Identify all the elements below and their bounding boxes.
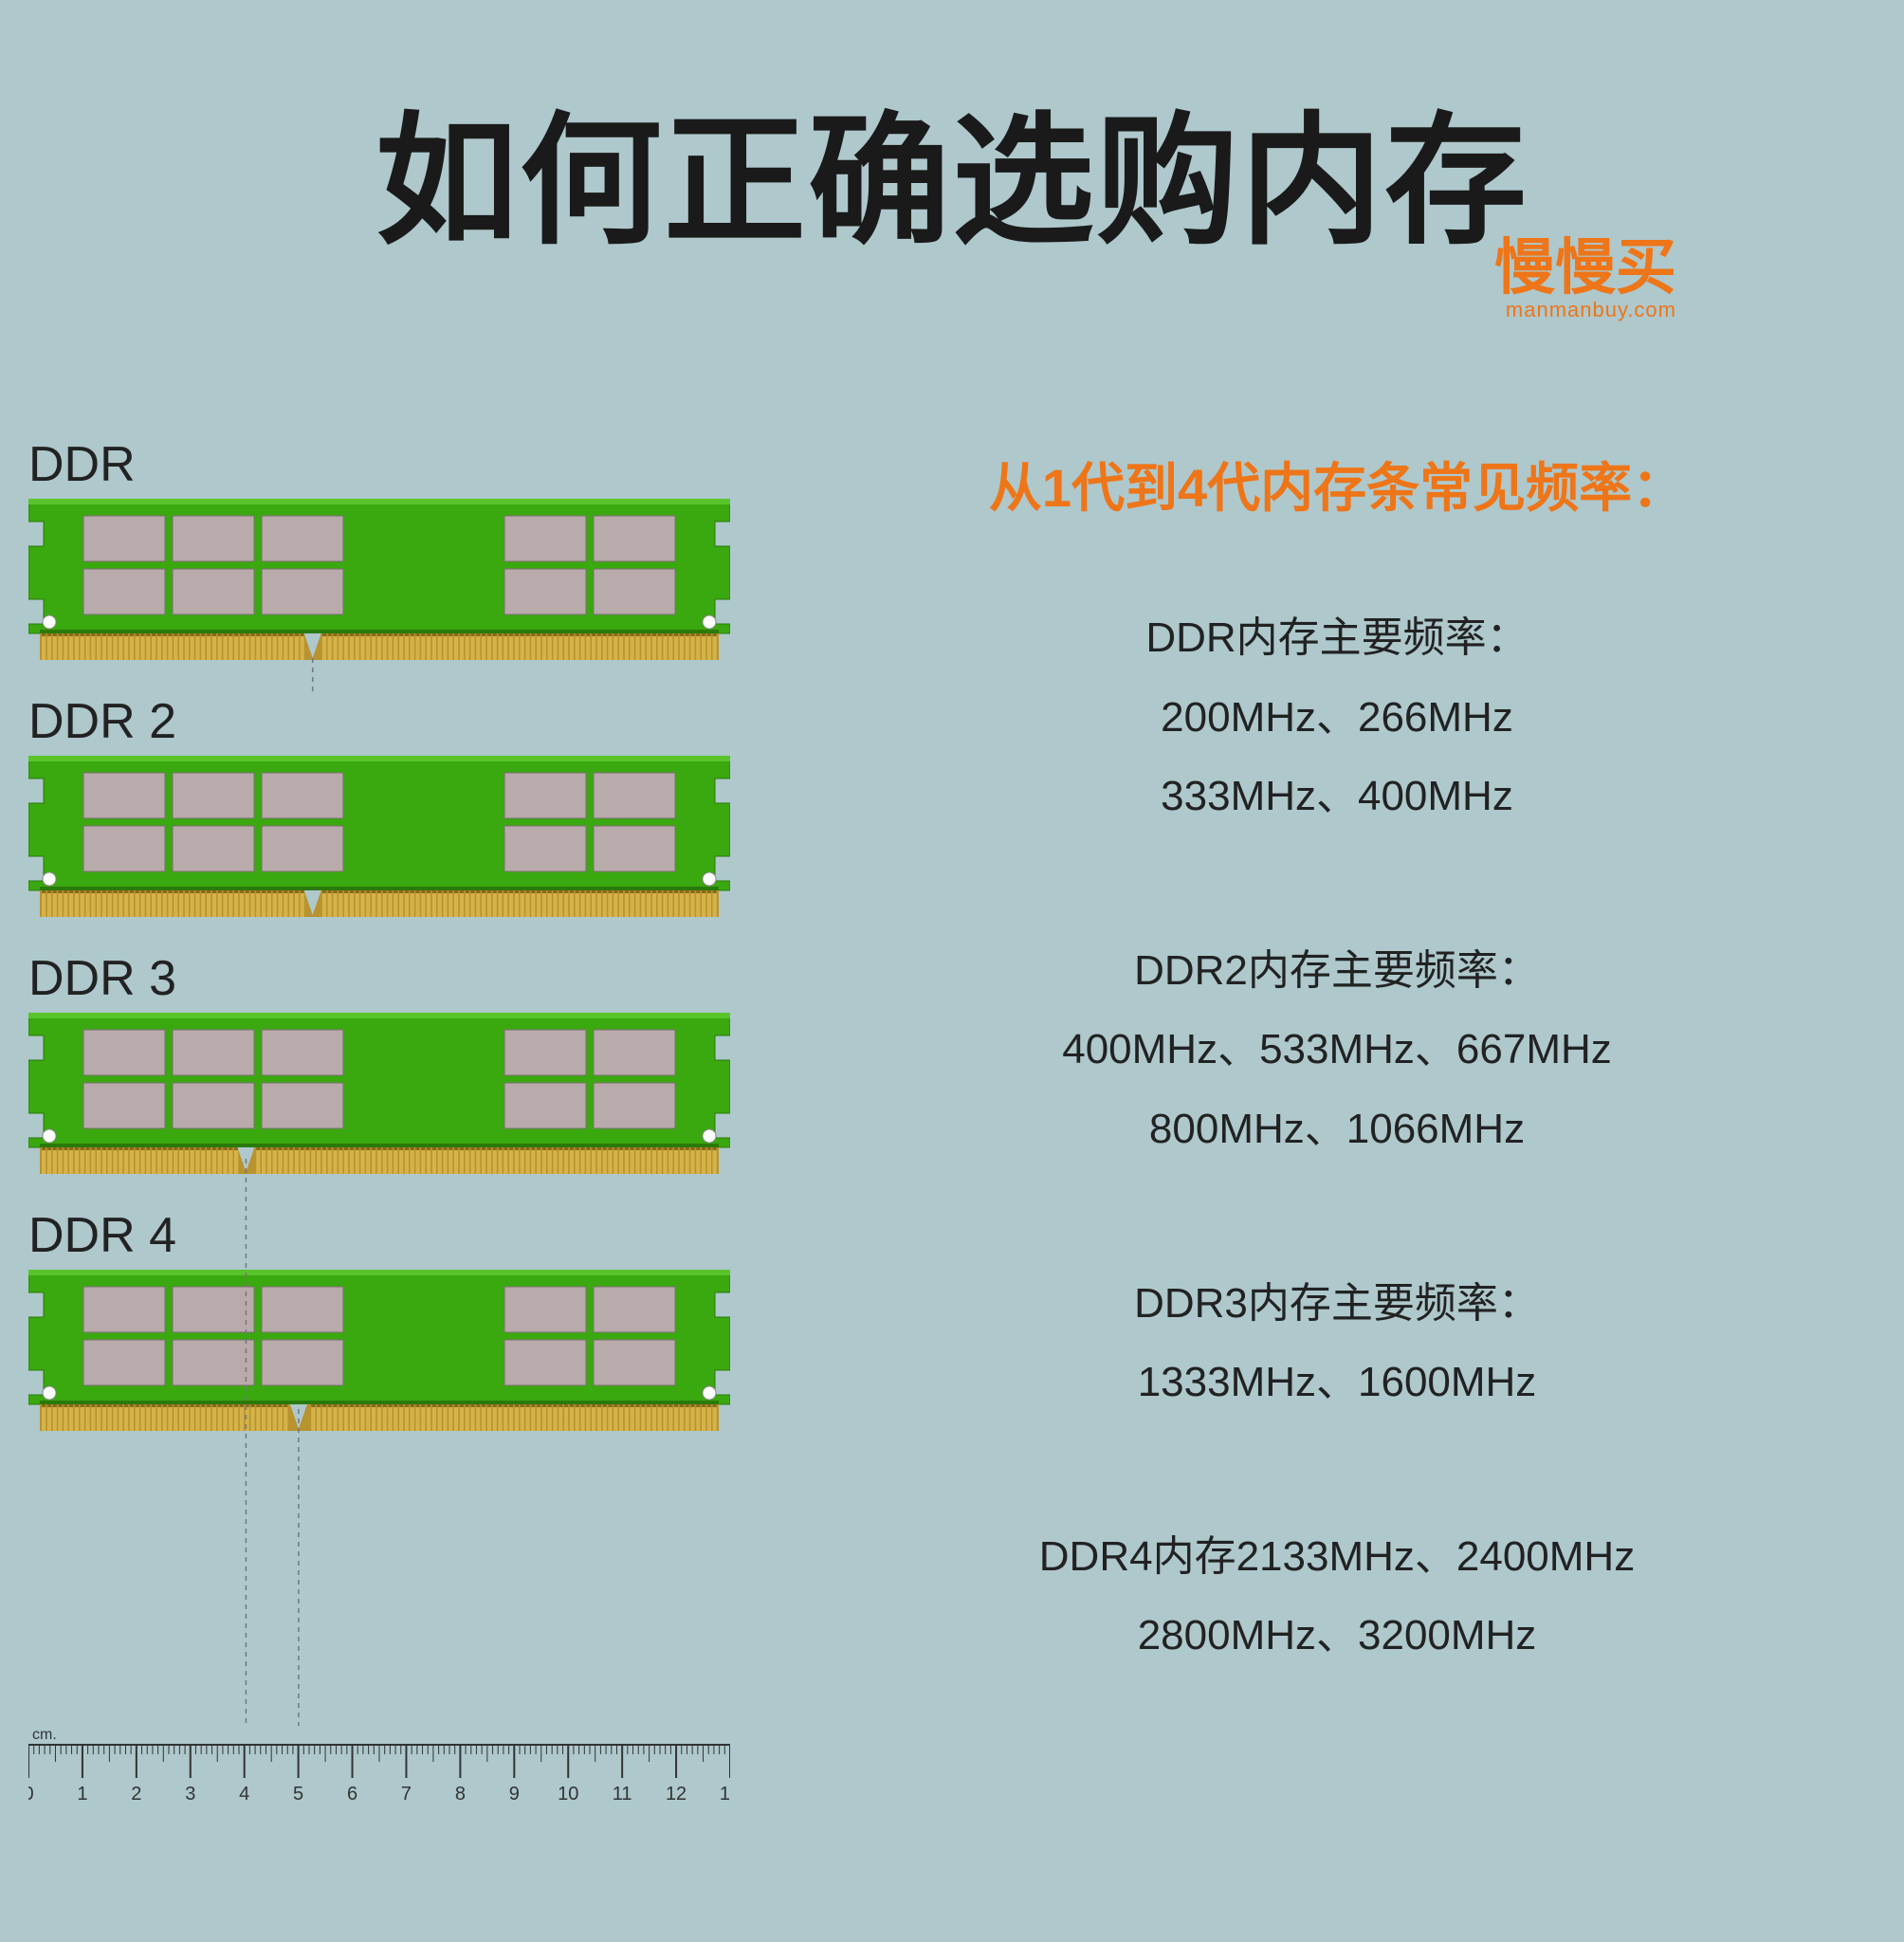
svg-text:10: 10 (558, 1784, 578, 1802)
svg-text:12: 12 (666, 1784, 687, 1802)
frequency-line: DDR内存主要频率： (806, 598, 1868, 678)
svg-text:0: 0 (28, 1784, 34, 1802)
frequency-line: 2800MHz、3200MHz (806, 1596, 1868, 1676)
frequency-line: DDR3内存主要频率： (806, 1264, 1868, 1344)
ram-module-block: DDR (28, 436, 730, 665)
ram-module-svg (28, 499, 730, 660)
svg-text:1: 1 (77, 1784, 87, 1802)
svg-text:7: 7 (401, 1784, 412, 1802)
frequency-line: DDR2内存主要频率： (806, 931, 1868, 1011)
frequency-line: 400MHz、533MHz、667MHz (806, 1010, 1868, 1090)
svg-text:8: 8 (455, 1784, 466, 1802)
frequency-line: DDR4内存2133MHz、2400MHz (806, 1517, 1868, 1597)
frequency-line: 800MHz、1066MHz (806, 1090, 1868, 1169)
ram-label: DDR 3 (28, 950, 730, 1007)
ram-label: DDR (28, 436, 730, 493)
ram-module-svg (28, 1270, 730, 1431)
frequency-line: 1333MHz、1600MHz (806, 1343, 1868, 1422)
svg-text:6: 6 (347, 1784, 357, 1802)
ram-module-block: DDR 2 (28, 693, 730, 922)
frequency-group: DDR4内存2133MHz、2400MHz2800MHz、3200MHz (806, 1517, 1868, 1676)
ram-module-svg (28, 1013, 730, 1174)
svg-text:4: 4 (239, 1784, 249, 1802)
frequency-info-column: 从1代到4代内存条常见频率： DDR内存主要频率：200MHz、266MHz33… (806, 446, 1868, 1770)
ram-module-block: DDR 4 (28, 1207, 730, 1436)
ram-label: DDR 4 (28, 1207, 730, 1264)
frequency-line: 333MHz、400MHz (806, 757, 1868, 836)
ram-module-block: DDR 3 (28, 950, 730, 1179)
svg-text:13: 13 (720, 1784, 730, 1802)
brand-badge: 慢慢买 manmanbuy.com (1494, 237, 1676, 322)
svg-text:5: 5 (293, 1784, 303, 1802)
frequency-line: 200MHz、266MHz (806, 678, 1868, 758)
frequency-group: DDR内存主要频率：200MHz、266MHz333MHz、400MHz (806, 598, 1868, 836)
ruler: cm. 012345678910111213 (28, 1726, 730, 1806)
svg-text:2: 2 (131, 1784, 141, 1802)
svg-text:3: 3 (185, 1784, 195, 1802)
brand-main: 慢慢买 (1494, 237, 1676, 298)
frequency-group: DDR3内存主要频率：1333MHz、1600MHz (806, 1264, 1868, 1422)
svg-text:11: 11 (613, 1784, 632, 1802)
frequency-title: 从1代到4代内存条常见频率： (806, 446, 1868, 522)
brand-sub: manmanbuy.com (1494, 298, 1676, 322)
ram-label: DDR 2 (28, 693, 730, 750)
frequency-group: DDR2内存主要频率：400MHz、533MHz、667MHz800MHz、10… (806, 931, 1868, 1169)
svg-text:9: 9 (509, 1784, 520, 1802)
ram-diagram-column: DDR DDR 2 DDR 3 DDR 4 (28, 436, 730, 1464)
svg-text:cm.: cm. (32, 1727, 57, 1743)
ram-module-svg (28, 756, 730, 917)
